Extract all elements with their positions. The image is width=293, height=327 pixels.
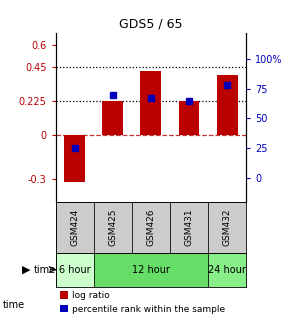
Text: GSM424: GSM424 [70, 209, 79, 246]
Bar [208, 202, 246, 253]
Bar [132, 202, 170, 253]
Bar [208, 253, 246, 286]
Text: GSM426: GSM426 [146, 209, 155, 246]
Text: GSM431: GSM431 [185, 209, 193, 246]
Bar [217, 75, 238, 134]
Title: GDS5 / 65: GDS5 / 65 [119, 17, 183, 30]
Text: ▶: ▶ [22, 265, 31, 275]
Bar [94, 253, 208, 286]
Text: time: time [3, 300, 25, 310]
Bar [56, 202, 94, 253]
Text: 6 hour: 6 hour [59, 265, 91, 275]
Legend: log ratio, percentile rank within the sample: log ratio, percentile rank within the sa… [60, 291, 225, 314]
Text: time: time [33, 265, 56, 275]
Bar [170, 202, 208, 253]
Bar [56, 253, 94, 286]
Bar [140, 71, 161, 134]
Text: 24 hour: 24 hour [208, 265, 246, 275]
Bar [94, 202, 132, 253]
Text: GSM432: GSM432 [223, 209, 231, 246]
Text: GSM425: GSM425 [108, 209, 117, 246]
Text: 12 hour: 12 hour [132, 265, 170, 275]
Bar [178, 101, 200, 134]
Bar [64, 134, 85, 182]
Bar [102, 101, 123, 134]
